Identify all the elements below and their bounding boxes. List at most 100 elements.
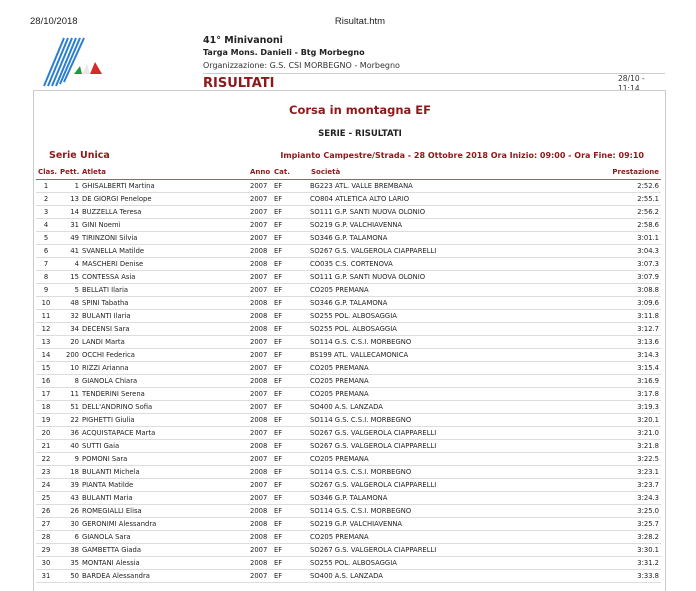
table-row: 12 34 DECENSI Sara 2008 EF SO255 POL. ALBOSAG…: [36, 323, 661, 336]
cell-athlete: GINI Noemi: [82, 221, 121, 229]
cell-year: 2007: [250, 182, 268, 190]
cell-year: 2007: [250, 351, 268, 359]
table-row: 8 15 CONTESSA Asia 2007 EF SO111 G.P. SANTI N…: [36, 271, 661, 284]
cell-rank: 12: [41, 325, 51, 333]
cell-rank: 28: [41, 533, 51, 541]
race-info: Impianto Campestre/Strada - 28 Ottobre 2…: [280, 151, 644, 160]
cell-category: EF: [274, 260, 283, 268]
table-row: 15 10 RIZZI Arianna 2007 EF CO205 PREMANA 3:15…: [36, 362, 661, 375]
cell-time: 3:21.8: [637, 442, 659, 450]
cell-time: 3:24.3: [637, 494, 659, 502]
cell-rank: 6: [43, 247, 49, 255]
cell-club: SO111 G.P. SANTI NUOVA OLONIO: [310, 273, 426, 281]
cell-category: EF: [274, 325, 283, 333]
print-file-title: Risultat.htm: [334, 16, 386, 27]
cell-rank: 9: [43, 286, 49, 294]
cell-year: 2008: [250, 468, 268, 476]
cell-category: EF: [274, 247, 283, 255]
cell-bib: 8: [74, 377, 79, 385]
table-row: 26 26 ROMEGIALLI Elisa 2008 EF SO114 G.S. C.S…: [36, 505, 661, 518]
cell-bib: 26: [70, 507, 79, 515]
col-anno: Anno: [250, 168, 271, 176]
cell-category: EF: [274, 572, 283, 580]
cell-year: 2008: [250, 325, 268, 333]
cell-athlete: DE GIORGI Penelope: [82, 195, 152, 203]
table-row: 31 50 BARDEA Alessandra 2007 EF SO400 A.S. LA…: [36, 570, 661, 583]
cell-rank: 13: [41, 338, 51, 346]
cell-time: 3:17.8: [637, 390, 659, 398]
cell-club: SO114 G.S. C.S.I. MORBEGNO: [310, 416, 412, 424]
cell-time: 3:33.8: [637, 572, 659, 580]
timestamp-time: 11:14: [618, 84, 640, 93]
cell-bib: 10: [70, 364, 79, 372]
cell-club: SO114 G.S. C.S.I. MORBEGNO: [310, 507, 412, 515]
cell-club: SO219 G.P. VALCHIAVENNA: [310, 221, 403, 229]
col-societa: Società: [311, 168, 341, 176]
cell-time: 3:11.8: [637, 312, 659, 320]
table-row: 22 9 POMONI Sara 2007 EF CO205 PREMANA 3:22.5: [36, 453, 661, 466]
table-row: 24 39 PIANTA Matilde 2007 EF SO267 G.S. VALGE…: [36, 479, 661, 492]
cell-time: 3:25.7: [637, 520, 659, 528]
cell-year: 2008: [250, 507, 268, 515]
cell-bib: 13: [70, 195, 79, 203]
race-heading: SERIE - RISULTATI: [318, 129, 402, 139]
cell-rank: 30: [41, 559, 51, 567]
cell-athlete: BELLATI Ilaria: [82, 286, 129, 294]
cell-rank: 2: [43, 195, 49, 203]
cell-time: 3:21.0: [637, 429, 659, 437]
cell-category: EF: [274, 429, 283, 437]
cell-bib: 18: [70, 468, 79, 476]
cell-bib: 40: [70, 442, 79, 450]
cell-club: SO114 G.S. C.S.I. MORBEGNO: [310, 338, 412, 346]
cell-category: EF: [274, 520, 283, 528]
cell-club: BS199 ATL. VALLECAMONICA: [310, 351, 409, 359]
cell-category: EF: [274, 442, 283, 450]
cell-club: CO804 ATLETICA ALTO LARIO: [310, 195, 410, 203]
cell-club: SO346 G.P. TALAMONA: [310, 299, 388, 307]
cell-year: 2007: [250, 390, 268, 398]
cell-year: 2008: [250, 442, 268, 450]
cell-bib: 34: [70, 325, 79, 333]
col-pett: Pett.: [60, 168, 80, 176]
cell-club: CO205 PREMANA: [310, 533, 369, 541]
cell-rank: 1: [43, 182, 49, 190]
cell-athlete: ROMEGIALLI Elisa: [82, 507, 142, 515]
cell-time: 2:52.6: [637, 182, 659, 190]
cell-bib: 35: [70, 559, 79, 567]
timestamp: 28/10 - 11:14: [618, 74, 645, 94]
cell-year: 2007: [250, 494, 268, 502]
cell-year: 2007: [250, 546, 268, 554]
cell-club: SO346 G.P. TALAMONA: [310, 234, 388, 242]
cell-time: 3:08.8: [637, 286, 659, 294]
cell-rank: 7: [43, 260, 49, 268]
cell-bib: 30: [70, 520, 79, 528]
cell-year: 2007: [250, 429, 268, 437]
cell-bib: 39: [70, 481, 79, 489]
table-row: 20 36 ACQUISTAPACE Marta 2007 EF SO267 G.S. V…: [36, 427, 661, 440]
cell-bib: 50: [70, 572, 79, 580]
event-subtitle: Targa Mons. Danieli - Btg Morbegno: [203, 48, 365, 57]
cell-time: 3:25.0: [637, 507, 659, 515]
cell-bib: 22: [70, 416, 79, 424]
cell-category: EF: [274, 403, 283, 411]
cell-time: 3:04.3: [637, 247, 659, 255]
cell-rank: 5: [43, 234, 49, 242]
cell-club: BG223 ATL. VALLE BREMBANA: [310, 182, 413, 190]
cell-athlete: GIANOLA Chiara: [82, 377, 138, 385]
col-atleta: Atleta: [82, 168, 106, 176]
cell-year: 2007: [250, 234, 268, 242]
cell-time: 3:12.7: [637, 325, 659, 333]
cell-rank: 3: [43, 208, 49, 216]
cell-rank: 24: [41, 481, 51, 489]
col-cat: Cat.: [274, 168, 290, 176]
cell-club: CO205 PREMANA: [310, 286, 369, 294]
cell-athlete: BULANTI Ilaria: [82, 312, 131, 320]
cell-club: SO255 POL. ALBOSAGGIA: [310, 325, 397, 333]
cell-athlete: SPINI Tabatha: [82, 299, 129, 307]
cell-athlete: GHISALBERTI Martina: [82, 182, 155, 190]
table-row: 5 49 TIRINZONI Silvia 2007 EF SO346 G.P. TALA…: [36, 232, 661, 245]
cell-year: 2007: [250, 286, 268, 294]
cell-year: 2008: [250, 312, 268, 320]
cell-category: EF: [274, 351, 283, 359]
cell-bib: 31: [70, 221, 79, 229]
